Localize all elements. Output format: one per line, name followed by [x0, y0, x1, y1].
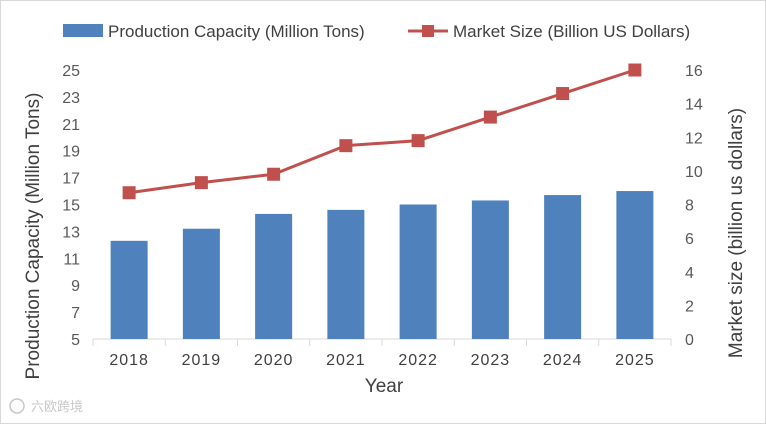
y-left-tick-label: 9	[71, 278, 80, 295]
x-tick-label: 2019	[182, 352, 222, 369]
y-right-tick-label: 0	[685, 332, 694, 349]
market-size-marker-2023	[483, 110, 497, 124]
y-left-axis-title: Production Capacity (Million Tons)	[23, 93, 44, 380]
y-right-axis-title: Market size (billion us dollars)	[726, 108, 747, 358]
y-left-tick-labels: 5 7 9 11 13 15 17 19 21 23 25	[62, 63, 80, 349]
market-size-marker-2025	[628, 63, 642, 77]
bar-2021	[327, 209, 365, 339]
y-left-tick-label: 25	[62, 63, 80, 80]
legend-label-production-capacity: Production Capacity (Million Tons)	[108, 22, 365, 41]
y-right-tick-labels: 0 2 4 6 8 10 12 14 16	[685, 63, 703, 349]
x-axis-title: Year	[365, 376, 404, 397]
legend-label-market-size: Market Size (Billion US Dollars)	[453, 22, 690, 41]
bar-2020	[255, 213, 293, 339]
y-left-tick-label: 15	[62, 198, 80, 215]
bar-2024	[544, 195, 582, 339]
legend: Production Capacity (Million Tons) Marke…	[63, 22, 690, 41]
bar-2018	[110, 240, 148, 339]
market-size-marker-2018	[122, 186, 136, 200]
y-left-tick-label: 7	[71, 305, 80, 322]
market-size-marker-2019	[194, 176, 208, 190]
y-right-tick-label: 4	[685, 265, 694, 282]
y-right-tick-label: 6	[685, 231, 694, 248]
y-right-tick-label: 16	[685, 63, 703, 80]
market-size-marker-2020	[267, 167, 281, 181]
x-tick-marks	[92, 339, 672, 346]
y-right-tick-label: 2	[685, 298, 694, 315]
bar-2022	[399, 204, 437, 339]
bar-2019	[182, 228, 220, 339]
x-tick-labels: 2018 2019 2020 2021 2022 2023 2024 2025	[109, 352, 655, 369]
watermark-text: 六欧跨境	[31, 399, 83, 414]
bar-2025	[616, 191, 654, 339]
x-tick-label: 2021	[326, 352, 366, 369]
market-size-marker-2021	[339, 139, 353, 153]
market-size-marker-2024	[556, 87, 570, 101]
y-right-tick-label: 10	[685, 164, 703, 181]
y-left-tick-label: 17	[62, 171, 80, 188]
y-left-tick-label: 5	[71, 332, 80, 349]
x-tick-label: 2018	[109, 352, 149, 369]
x-tick-label: 2025	[615, 352, 655, 369]
bar-2023	[471, 200, 509, 339]
y-left-tick-label: 21	[62, 117, 80, 134]
y-right-tick-label: 14	[685, 97, 703, 114]
line-series-market-size	[122, 63, 642, 200]
x-tick-label: 2022	[398, 352, 438, 369]
watermark: 六欧跨境	[9, 398, 83, 414]
legend-swatch-production-capacity	[63, 24, 103, 37]
bar-series-production-capacity	[110, 191, 654, 339]
y-left-tick-label: 13	[62, 224, 80, 241]
y-left-tick-label: 11	[63, 251, 80, 268]
y-right-tick-label: 12	[685, 130, 703, 147]
x-tick-label: 2024	[543, 352, 583, 369]
y-right-tick-label: 8	[685, 198, 694, 215]
x-tick-label: 2023	[471, 352, 511, 369]
market-size-marker-2022	[411, 134, 425, 148]
y-left-tick-label: 23	[62, 90, 80, 107]
y-left-tick-label: 19	[62, 144, 80, 161]
legend-swatch-market-size-marker	[422, 25, 434, 37]
market-size-line	[128, 68, 636, 195]
x-tick-label: 2020	[254, 352, 294, 369]
watermark-logo-icon	[9, 398, 25, 414]
